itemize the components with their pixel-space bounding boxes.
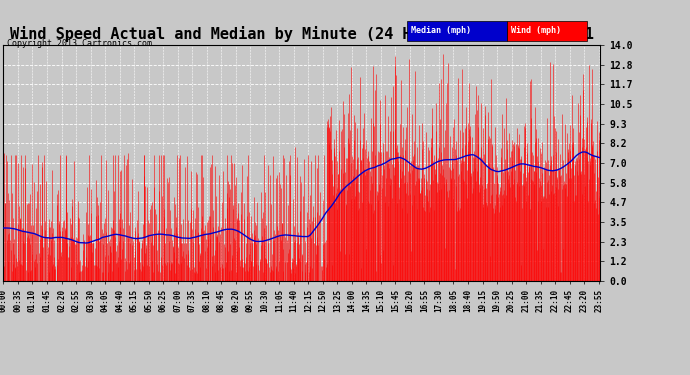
Text: Copyright 2013 Cartronics.com: Copyright 2013 Cartronics.com — [7, 39, 152, 48]
Text: Wind (mph): Wind (mph) — [511, 26, 560, 36]
Title: Wind Speed Actual and Median by Minute (24 Hours) (Old) 20130221: Wind Speed Actual and Median by Minute (… — [10, 27, 594, 42]
Text: Median (mph): Median (mph) — [411, 26, 471, 36]
